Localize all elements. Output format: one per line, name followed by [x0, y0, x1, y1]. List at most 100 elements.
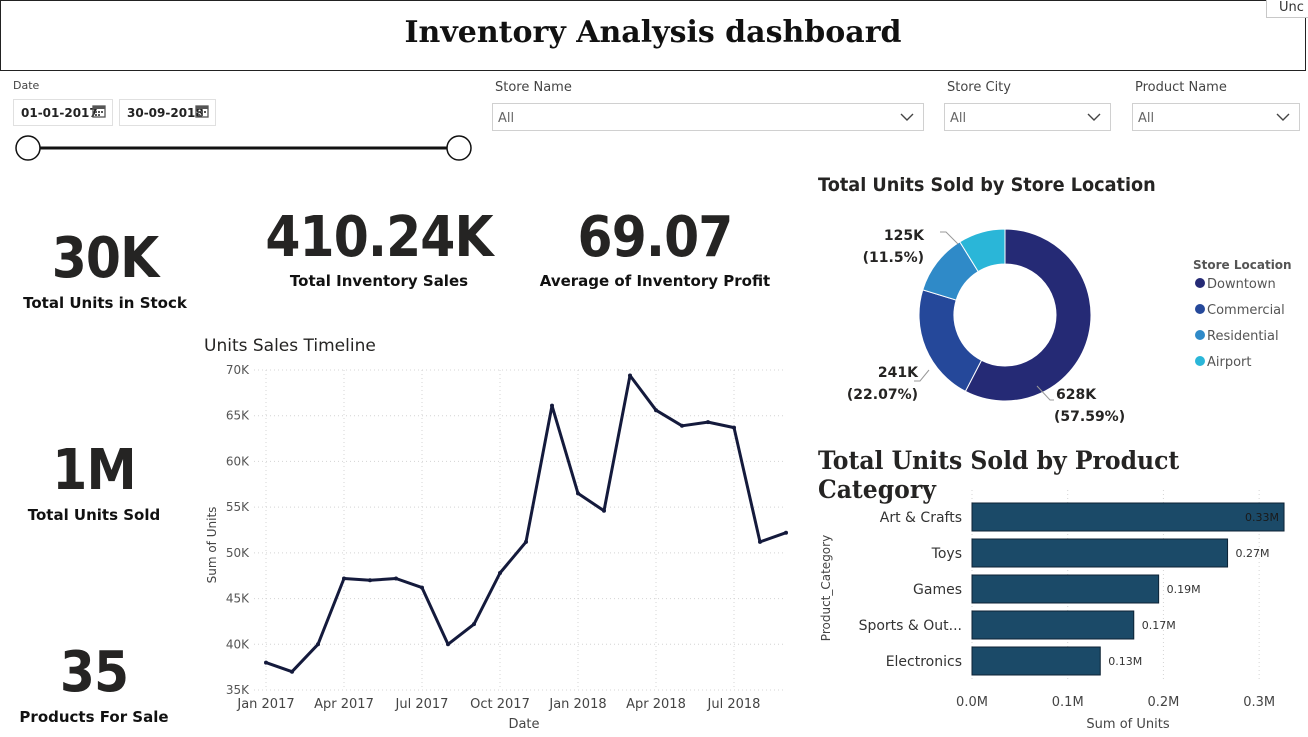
bar-value-label: 0.19M [1167, 583, 1201, 596]
y-tick-label: 45K [226, 592, 250, 606]
bar [971, 610, 1135, 640]
line-point [420, 585, 424, 590]
date-start-value: 01-01-2017 [21, 106, 98, 120]
bar [971, 502, 1285, 532]
category-label: Sports & Out... [859, 618, 962, 634]
inventory-profit-value: 69.07 [577, 205, 734, 270]
calendar-icon[interactable] [92, 104, 106, 118]
bar-value-label: 0.33M [1245, 511, 1279, 524]
chevron-down-icon [1276, 113, 1290, 121]
inventory-sales-label: Total Inventory Sales [289, 272, 469, 290]
x-tick-label: Oct 2017 [470, 697, 530, 712]
store-name-label: Store Name [495, 80, 572, 95]
units-sold-value: 1M [52, 438, 136, 503]
store-name-dropdown[interactable]: All [492, 103, 924, 131]
line-series [265, 374, 787, 674]
y-tick-label: 60K [226, 454, 250, 468]
date-range-slider[interactable] [10, 132, 480, 164]
donut-label-residential-pct: (11.5%) [863, 250, 924, 266]
bar-value-label: 0.13M [1108, 655, 1142, 668]
line-point [316, 642, 320, 647]
line-point [498, 570, 502, 575]
donut-slice-commercial [918, 289, 983, 393]
date-end-input[interactable]: 30-09-2018 [119, 99, 216, 126]
y-tick-label: 55K [226, 500, 250, 514]
donut-label-residential-value: 125K [884, 228, 925, 244]
title-bar: Inventory Analysis dashboard [0, 0, 1306, 71]
bar [971, 538, 1229, 568]
slider-start-handle[interactable] [15, 135, 41, 161]
corner-tab[interactable]: Unc [1266, 0, 1308, 18]
x-tick-label: Jul 2017 [395, 697, 449, 712]
donut-label-downtown-value: 628K [1056, 387, 1097, 403]
line-point [368, 578, 372, 583]
inventory-profit-label: Average of Inventory Profit [539, 272, 771, 290]
bar [971, 646, 1101, 676]
units-sales-timeline-chart: 35K 40K 45K 50K 55K 60K 65K 70K Jan 2017 Apr 201… [205, 363, 788, 732]
store-city-label: Store City [947, 80, 1011, 95]
units-in-stock-label: Total Units in Stock [23, 294, 187, 312]
legend-label-commercial: Commercial [1207, 303, 1285, 318]
bar-chart-title: Total Units Sold by Product Category [818, 446, 1180, 504]
category-label: Games [913, 582, 962, 598]
legend-marker-airport [1195, 356, 1205, 366]
page-title: Inventory Analysis dashboard [404, 15, 902, 50]
category-label: Art & Crafts [880, 510, 962, 526]
units-in-stock-value: 30K [51, 226, 159, 291]
calendar-icon[interactable] [195, 104, 209, 118]
y-tick-label: 70K [226, 363, 250, 377]
line-chart-title: Units Sales Timeline [204, 336, 376, 356]
date-end-value: 30-09-2018 [127, 106, 204, 120]
line-point [290, 669, 294, 674]
line-point [784, 530, 788, 535]
legend-label-airport: Airport [1207, 355, 1252, 370]
units-sold-label: Total Units Sold [27, 506, 161, 524]
y-tick-label: 35K [226, 683, 250, 697]
store-location-donut-chart: 628K (57.59%) 241K (22.07%) 125K (11.5%)… [847, 228, 1292, 425]
x-tick-label: 0.2M [1147, 695, 1179, 710]
inventory-sales-value: 410.24K [265, 205, 493, 270]
line-point [654, 408, 658, 413]
line-point [576, 491, 580, 496]
chevron-down-icon [900, 113, 914, 121]
x-tick-label: Apr 2017 [314, 697, 374, 712]
donut-label-commercial-value: 241K [878, 365, 919, 381]
line-point [264, 660, 268, 665]
date-start-input[interactable]: 01-01-2017 [13, 99, 113, 126]
donut-label-commercial-pct: (22.07%) [847, 387, 918, 403]
chevron-down-icon [1087, 113, 1101, 121]
x-tick-label: Jul 2018 [707, 697, 761, 712]
product-name-dropdown[interactable]: All [1132, 103, 1300, 131]
line-point [602, 508, 606, 513]
slider-end-handle[interactable] [446, 135, 472, 161]
line-point [472, 622, 476, 627]
line-point [446, 642, 450, 647]
line-point [706, 420, 710, 425]
x-tick-label: Jan 2017 [236, 697, 294, 712]
products-for-sale-value: 35 [59, 640, 129, 705]
product-name-label: Product Name [1135, 80, 1227, 95]
x-tick-label: Jan 2018 [548, 697, 606, 712]
line-point [758, 539, 762, 544]
donut-chart-title: Total Units Sold by Store Location [818, 174, 1156, 196]
legend-marker-residential [1195, 330, 1205, 340]
line-point [732, 425, 736, 430]
x-tick-label: 0.1M [1052, 695, 1084, 710]
line-point [550, 403, 554, 408]
store-city-dropdown[interactable]: All [944, 103, 1111, 131]
bar-value-label: 0.17M [1142, 619, 1176, 632]
donut-legend-title: Store Location [1193, 258, 1292, 272]
product-name-value: All [1138, 111, 1155, 126]
donut-slice-downtown [964, 228, 1092, 402]
line-point [342, 576, 346, 581]
y-tick-label: 40K [226, 637, 250, 651]
y-tick-label: 65K [226, 409, 250, 423]
bar-chart-y-axis-label: Product_Category [819, 535, 833, 641]
product-category-bar-chart: Art & Crafts 0.33M Toys 0.27M Games 0.19M Spor… [819, 490, 1285, 732]
category-label: Toys [931, 546, 962, 562]
donut-label-downtown-pct: (57.59%) [1054, 409, 1125, 425]
legend-marker-commercial [1195, 304, 1205, 314]
line-point [524, 539, 528, 544]
store-city-value: All [950, 111, 967, 126]
donut-slice-airport [959, 228, 1006, 273]
